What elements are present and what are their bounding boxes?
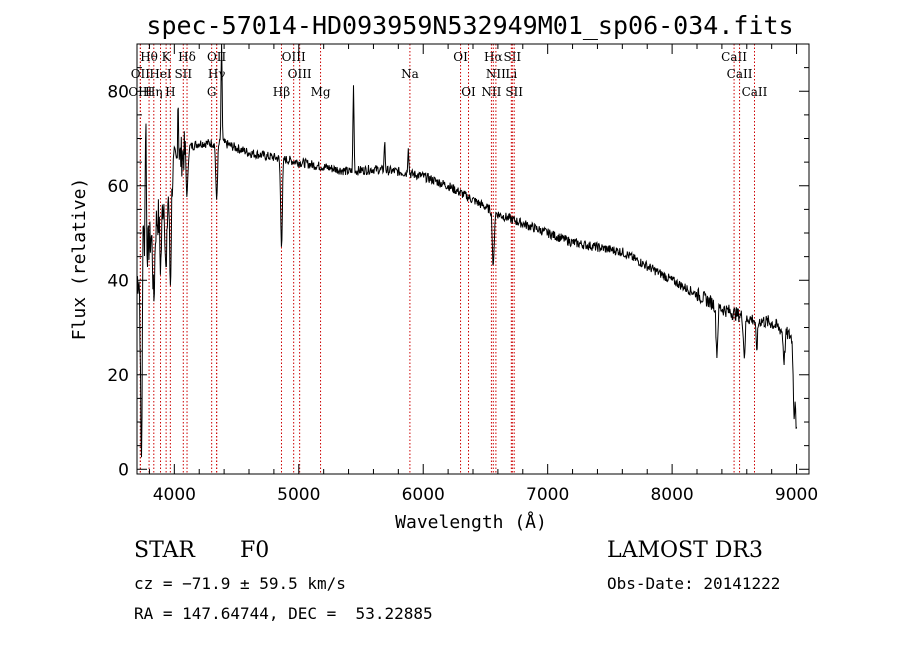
emission-line-label: SII	[174, 67, 192, 81]
y-tick-label: 40	[107, 271, 129, 291]
y-axis-label: Flux (relative)	[69, 178, 90, 341]
x-tick-label: 7000	[526, 485, 569, 505]
emission-line-label: Hδ	[178, 50, 196, 64]
emission-line-label: Hθ	[140, 50, 158, 64]
emission-line-label: CaII	[721, 50, 747, 64]
emission-line-label: CaII	[742, 85, 768, 99]
emission-line-label: H	[165, 85, 175, 99]
emission-line-label: Hγ	[208, 67, 226, 81]
emission-line-label: NII	[481, 85, 501, 99]
object-class: STAR	[134, 538, 195, 563]
x-tick-label: 4000	[153, 485, 196, 505]
redshift-cz: cz = −71.9 ± 59.5 km/s	[134, 574, 346, 593]
x-tick-label: 9000	[775, 485, 818, 505]
y-tick-label: 20	[107, 366, 129, 386]
y-tick-label: 60	[107, 177, 129, 197]
y-tick-label: 0	[118, 460, 129, 480]
emission-line-label: Mg	[311, 85, 331, 99]
emission-line-label: OI	[453, 50, 468, 64]
spectrum-line	[136, 43, 798, 458]
x-tick-label: 5000	[277, 485, 320, 505]
emission-line-label: Na	[401, 67, 419, 81]
emission-line-label: OIII	[282, 50, 306, 64]
emission-line-label: Hα	[484, 50, 503, 64]
emission-line-label: SII	[503, 50, 521, 64]
emission-line-label: OIII	[128, 85, 152, 99]
emission-line-label: CaII	[727, 67, 753, 81]
observation-date: Obs-Date: 20141222	[607, 574, 781, 593]
emission-line-label: OII	[131, 67, 151, 81]
emission-line-label: NII	[486, 67, 506, 81]
chart-title: spec-57014-HD093959N532949M01_sp06-034.f…	[146, 11, 793, 40]
emission-line-label: G	[207, 85, 217, 99]
emission-line-label: HeI	[149, 67, 172, 81]
x-tick-label: 6000	[402, 485, 445, 505]
emission-line-label: OIII	[288, 67, 312, 81]
survey-name: LAMOST DR3	[607, 538, 763, 563]
plot-frame	[136, 43, 810, 475]
object-subclass: F0	[240, 538, 270, 563]
emission-line-label: Hβ	[273, 85, 290, 99]
x-axis-label: Wavelength (Å)	[395, 511, 547, 533]
emission-line-label: K	[162, 50, 172, 64]
x-tick-label: 8000	[650, 485, 693, 505]
emission-line-label: SII	[505, 85, 523, 99]
emission-line-label: OI	[461, 85, 476, 99]
y-tick-label: 80	[107, 82, 129, 102]
emission-line-label: Hη	[145, 85, 163, 99]
emission-line-label: Li	[505, 67, 517, 81]
coordinates: RA = 147.64744, DEC = 53.22885	[134, 604, 433, 623]
